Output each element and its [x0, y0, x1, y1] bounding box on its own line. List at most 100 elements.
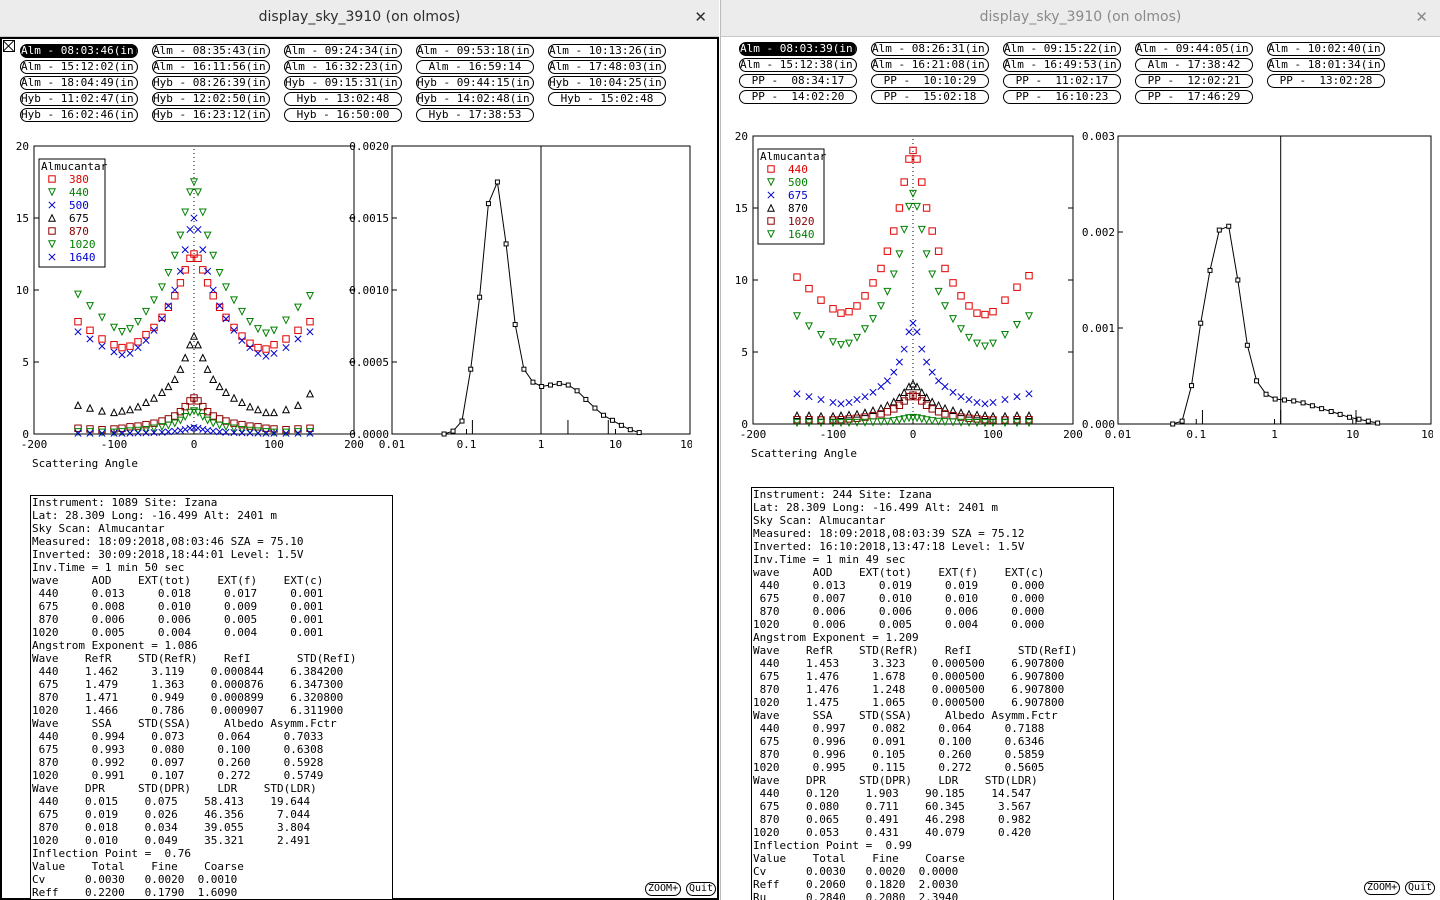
window-title: display_sky_3910 (on olmos): [258, 9, 461, 25]
scan-button[interactable]: PP - 17:46:29: [1135, 90, 1253, 104]
scan-button[interactable]: Hyb - 16:23:12(in): [152, 108, 270, 122]
scan-button[interactable]: PP - 13:02:28: [1267, 74, 1385, 88]
window-body: -200 -100 0 100 200 0 5 10 15 20 Almucantar 440 500 6…: [721, 37, 1440, 900]
scan-button[interactable]: PP - 16:10:23: [1003, 90, 1121, 104]
scan-button[interactable]: Alm - 08:26:31(in): [871, 42, 989, 56]
data-point: [1025, 390, 1033, 398]
x-tick-label: 0.01: [379, 438, 406, 451]
radiance-plot: -200 -100 0 100 200 0 5 10 15 20 Almucantar4405006…: [735, 130, 1083, 441]
scan-button[interactable]: Hyb - 12:02:50(in): [152, 92, 270, 106]
scan-button[interactable]: PP - 08:34:17: [739, 74, 857, 88]
data-point: [141, 398, 151, 407]
distribution-point: [494, 179, 500, 185]
scan-button[interactable]: Alm - 09:24:34(in): [284, 44, 402, 58]
data-point: [216, 428, 224, 436]
data-point: [988, 419, 998, 428]
data-point: [134, 422, 142, 430]
scan-button[interactable]: Hyb - 16:02:46(in): [20, 108, 138, 122]
scan-button[interactable]: Alm - 10:02:40(in): [1267, 42, 1385, 56]
scan-button[interactable]: Alm - 16:11:56(in): [152, 60, 270, 74]
series-440: [73, 178, 315, 338]
data-point: [836, 419, 846, 428]
scan-button[interactable]: PP - 10:10:29: [871, 74, 989, 88]
data-point: [852, 418, 862, 427]
data-point: [215, 269, 224, 278]
scan-button[interactable]: Hyb - 15:02:48: [548, 92, 666, 106]
y-tick-label: 0.0020: [349, 140, 389, 153]
zoom-button[interactable]: ZOOM+: [1364, 881, 1401, 895]
scan-button[interactable]: PP - 15:02:18: [871, 90, 989, 104]
data-point: [868, 406, 878, 415]
data-point: [904, 414, 914, 423]
legend-entry: 1640: [69, 251, 96, 264]
corner-x-icon[interactable]: [3, 40, 15, 52]
scan-button[interactable]: Alm - 16:21:08(in): [871, 58, 989, 72]
scan-button[interactable]: PP - 14:02:20: [739, 90, 857, 104]
scan-button[interactable]: Hyb - 09:15:31(in): [284, 76, 402, 90]
scan-button[interactable]: Alm - 16:32:23(in): [284, 60, 402, 74]
data-point: [118, 343, 126, 352]
scan-button[interactable]: Hyb - 10:04:25(in): [548, 76, 666, 90]
info-line: 1020 0.005 0.004 0.004 0.001: [32, 626, 324, 639]
data-point: [965, 302, 973, 310]
scan-button[interactable]: Alm - 09:53:18(in): [416, 44, 534, 58]
scan-button[interactable]: Alm - 10:13:26(in): [548, 44, 666, 58]
scan-button[interactable]: Hyb - 13:02:48: [284, 92, 402, 106]
quit-button[interactable]: Quit: [686, 882, 717, 896]
scan-button[interactable]: Alm - 09:15:22(in): [1003, 42, 1121, 56]
scan-button[interactable]: Hyb - 16:50:00: [284, 108, 402, 122]
close-icon[interactable]: ✕: [1415, 8, 1428, 26]
zoom-button[interactable]: ZOOM+: [645, 882, 682, 896]
data-point: [126, 349, 134, 357]
data-point: [989, 398, 997, 406]
scan-button[interactable]: Alm - 09:44:05(in): [1135, 42, 1253, 56]
data-point: [126, 429, 134, 437]
scan-button[interactable]: Hyb - 09:44:15(in): [416, 76, 534, 90]
data-point: [883, 408, 892, 416]
scan-button[interactable]: Alm - 18:04:49(in): [20, 76, 138, 90]
data-point: [908, 379, 918, 388]
data-point: [876, 418, 886, 427]
scan-button[interactable]: Alm - 15:12:02(in): [20, 60, 138, 74]
data-point: [964, 418, 974, 427]
data-point: [215, 303, 224, 311]
scan-button[interactable]: Alm - 08:03:46(in): [20, 44, 138, 58]
distribution-point: [503, 241, 509, 247]
data-point: [905, 392, 913, 401]
scan-button[interactable]: PP - 12:02:21: [1135, 74, 1253, 88]
data-point: [895, 416, 904, 425]
scan-button[interactable]: Hyb - 14:02:48(in): [416, 92, 534, 106]
scan-button[interactable]: Alm - 08:35:43(in): [152, 44, 270, 58]
data-point: [48, 227, 56, 235]
data-point: [189, 178, 199, 187]
scan-button[interactable]: Hyb - 17:38:53: [416, 108, 534, 122]
scan-button[interactable]: Alm - 15:12:38(in): [739, 58, 857, 72]
scan-button[interactable]: PP - 11:02:17: [1003, 74, 1121, 88]
data-point: [176, 364, 185, 373]
scan-button[interactable]: Hyb - 11:02:47(in): [20, 92, 138, 106]
data-point: [97, 406, 107, 415]
quit-button[interactable]: Quit: [1405, 881, 1436, 895]
scan-button[interactable]: Alm - 17:38:42: [1135, 58, 1253, 72]
data-point: [74, 328, 82, 336]
data-point: [766, 203, 776, 212]
data-point: [816, 331, 826, 340]
distribution-point: [565, 382, 571, 388]
info-line: 675 1.479 1.363 0.000876 6.347300: [32, 678, 344, 691]
info-line: 440 0.013 0.019 0.019 0.000: [753, 579, 1045, 592]
scan-button[interactable]: Alm - 16:59:14: [416, 60, 534, 74]
close-icon[interactable]: ✕: [694, 8, 707, 26]
scan-button[interactable]: Hyb - 08:26:39(in): [152, 76, 270, 90]
info-line: Inflection Point = 0.99: [753, 839, 912, 852]
x-tick-label: 100: [1421, 428, 1433, 441]
data-point: [805, 284, 813, 293]
data-point: [904, 202, 914, 211]
scan-button[interactable]: Alm - 18:01:34(in): [1267, 58, 1385, 72]
data-point: [948, 406, 958, 415]
scan-button[interactable]: Alm - 16:49:53(in): [1003, 58, 1121, 72]
data-point: [193, 408, 203, 417]
data-point: [209, 286, 217, 294]
scan-button[interactable]: Alm - 17:48:03(in): [548, 60, 666, 74]
scan-button[interactable]: Alm - 08:03:39(in): [739, 42, 857, 56]
